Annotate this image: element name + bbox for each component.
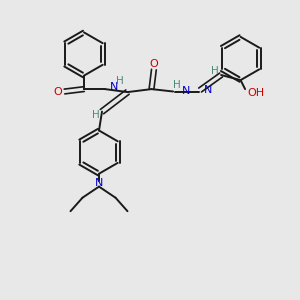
Text: O: O [149,58,158,69]
Text: OH: OH [248,88,265,98]
Text: N: N [182,86,190,96]
Text: H: H [116,76,124,86]
Text: O: O [53,86,62,97]
Text: H: H [211,65,218,76]
Text: H: H [92,110,99,120]
Text: H: H [173,80,181,90]
Text: N: N [204,85,212,95]
Text: N: N [95,178,103,188]
Text: N: N [110,82,118,92]
